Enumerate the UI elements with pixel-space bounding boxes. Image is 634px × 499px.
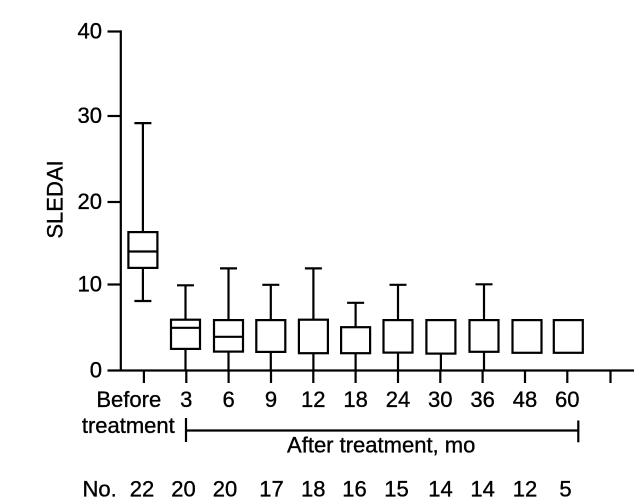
svg-text:22: 22 (130, 477, 154, 499)
svg-text:After treatment, mo: After treatment, mo (287, 433, 475, 458)
svg-text:Before: Before (96, 387, 161, 412)
svg-text:16: 16 (342, 477, 366, 499)
svg-text:24: 24 (386, 387, 410, 412)
svg-text:SLEDAI: SLEDAI (43, 160, 68, 238)
svg-text:20: 20 (213, 477, 237, 499)
svg-text:0: 0 (90, 357, 102, 382)
svg-text:20: 20 (78, 189, 102, 214)
svg-text:5: 5 (559, 477, 571, 499)
svg-text:3: 3 (180, 387, 192, 412)
svg-text:9: 9 (265, 387, 277, 412)
svg-text:18: 18 (301, 477, 325, 499)
svg-text:30: 30 (428, 387, 452, 412)
svg-text:12: 12 (301, 387, 325, 412)
svg-text:36: 36 (470, 387, 494, 412)
svg-text:40: 40 (78, 18, 102, 43)
svg-text:12: 12 (513, 477, 537, 499)
svg-text:6: 6 (222, 387, 234, 412)
svg-text:18: 18 (343, 387, 367, 412)
svg-text:14: 14 (470, 477, 494, 499)
svg-text:60: 60 (555, 387, 579, 412)
svg-text:treatment: treatment (82, 413, 175, 438)
svg-text:15: 15 (384, 477, 408, 499)
svg-text:30: 30 (78, 103, 102, 128)
svg-text:20: 20 (171, 477, 195, 499)
svg-text:17: 17 (259, 477, 283, 499)
svg-text:10: 10 (78, 271, 102, 296)
svg-text:No.: No. (83, 477, 117, 499)
svg-text:14: 14 (428, 477, 452, 499)
svg-text:48: 48 (513, 387, 537, 412)
